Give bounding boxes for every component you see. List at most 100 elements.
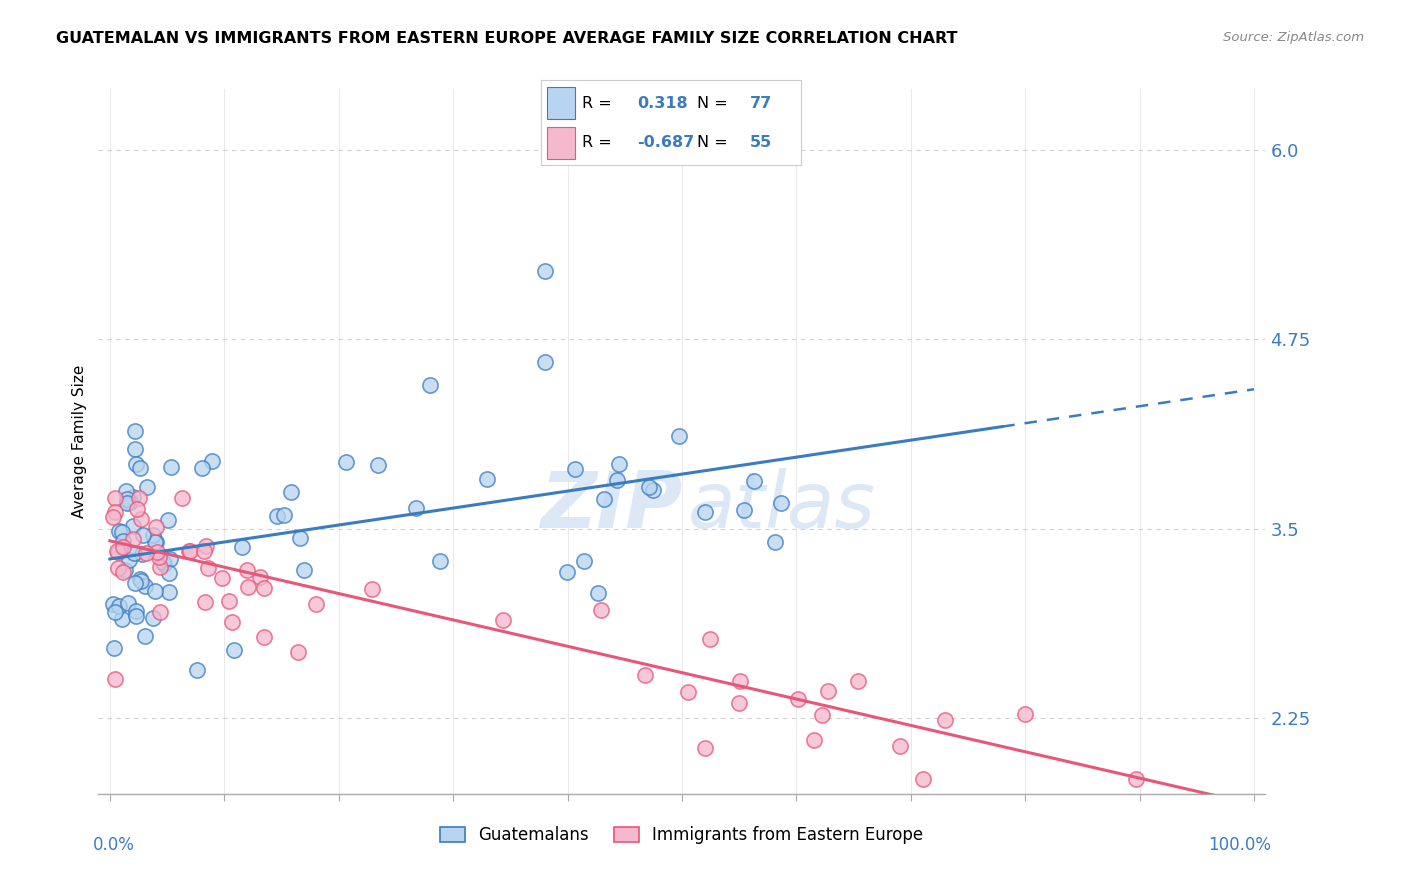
Point bbox=[124, 546, 146, 560]
Point bbox=[115, 491, 138, 506]
Point bbox=[157, 513, 180, 527]
Legend: Guatemalans, Immigrants from Eastern Europe: Guatemalans, Immigrants from Eastern Eur… bbox=[432, 818, 932, 853]
Point bbox=[104, 491, 127, 506]
Point bbox=[131, 547, 153, 561]
Point bbox=[149, 606, 172, 620]
Point bbox=[304, 597, 326, 611]
Point bbox=[159, 552, 181, 566]
Point bbox=[280, 485, 302, 500]
Point bbox=[111, 541, 134, 555]
Point bbox=[803, 732, 825, 747]
Point bbox=[634, 667, 657, 681]
Text: 100.0%: 100.0% bbox=[1208, 836, 1271, 855]
Point bbox=[103, 597, 125, 611]
Point bbox=[475, 472, 498, 486]
Point bbox=[149, 560, 172, 574]
Point bbox=[733, 503, 755, 517]
Text: N =: N = bbox=[697, 136, 728, 151]
Point bbox=[122, 519, 145, 533]
Point bbox=[266, 509, 288, 524]
Point bbox=[146, 545, 169, 559]
Point bbox=[135, 546, 157, 560]
Point bbox=[111, 612, 134, 626]
Point bbox=[253, 630, 276, 644]
Point bbox=[787, 692, 810, 706]
Point bbox=[1014, 706, 1036, 721]
Point bbox=[129, 461, 152, 475]
Point bbox=[125, 457, 148, 471]
Point bbox=[288, 532, 311, 546]
Point bbox=[114, 483, 136, 498]
Point bbox=[607, 457, 630, 471]
Point bbox=[112, 566, 135, 580]
Point bbox=[124, 608, 146, 623]
Text: ZIP: ZIP bbox=[540, 468, 682, 544]
Point bbox=[252, 581, 274, 595]
Point bbox=[145, 535, 167, 549]
Point bbox=[218, 593, 240, 607]
Point bbox=[195, 540, 218, 554]
Y-axis label: Average Family Size: Average Family Size bbox=[72, 365, 87, 518]
Point bbox=[742, 475, 765, 489]
Point bbox=[728, 673, 751, 688]
Point bbox=[124, 576, 146, 591]
Point bbox=[564, 461, 586, 475]
Point bbox=[367, 458, 389, 472]
Point bbox=[419, 377, 441, 392]
Point bbox=[606, 473, 628, 487]
Point bbox=[103, 672, 125, 686]
Point bbox=[145, 534, 167, 549]
Point bbox=[335, 455, 357, 469]
Point bbox=[157, 585, 180, 599]
Point bbox=[108, 599, 131, 613]
Point bbox=[292, 563, 315, 577]
Text: 0.318: 0.318 bbox=[637, 95, 688, 111]
Point bbox=[107, 545, 129, 559]
Point bbox=[236, 580, 259, 594]
Point bbox=[117, 596, 139, 610]
Point bbox=[105, 544, 128, 558]
Point bbox=[770, 496, 793, 510]
Point bbox=[249, 570, 271, 584]
Point bbox=[134, 579, 156, 593]
Point bbox=[112, 533, 135, 548]
Point bbox=[172, 491, 194, 506]
Point bbox=[107, 524, 129, 539]
Point bbox=[641, 483, 664, 497]
Point bbox=[817, 683, 839, 698]
Point bbox=[492, 613, 515, 627]
Point bbox=[201, 454, 224, 468]
Point bbox=[429, 554, 451, 568]
Point bbox=[287, 645, 309, 659]
Point bbox=[125, 604, 148, 618]
Point bbox=[153, 558, 176, 572]
Point bbox=[157, 566, 180, 580]
Text: 0.0%: 0.0% bbox=[93, 836, 135, 855]
Point bbox=[129, 574, 152, 588]
Point bbox=[127, 502, 149, 516]
Point bbox=[120, 495, 142, 509]
Point bbox=[693, 741, 716, 756]
Point bbox=[111, 524, 134, 539]
Point bbox=[193, 543, 215, 558]
Point bbox=[122, 532, 145, 546]
Point bbox=[889, 739, 911, 754]
Point bbox=[728, 696, 751, 710]
Point bbox=[360, 582, 382, 596]
FancyBboxPatch shape bbox=[547, 127, 575, 159]
Point bbox=[121, 491, 143, 505]
Point bbox=[533, 264, 555, 278]
Point bbox=[179, 543, 201, 558]
Point bbox=[405, 500, 427, 515]
Point bbox=[676, 685, 699, 699]
Text: GUATEMALAN VS IMMIGRANTS FROM EASTERN EUROPE AVERAGE FAMILY SIZE CORRELATION CHA: GUATEMALAN VS IMMIGRANTS FROM EASTERN EU… bbox=[56, 31, 957, 46]
Point bbox=[589, 603, 612, 617]
Point bbox=[211, 571, 233, 585]
Point bbox=[107, 561, 129, 575]
Point bbox=[574, 553, 596, 567]
Point bbox=[160, 459, 183, 474]
FancyBboxPatch shape bbox=[547, 87, 575, 120]
Text: Source: ZipAtlas.com: Source: ZipAtlas.com bbox=[1223, 31, 1364, 45]
Point bbox=[118, 553, 141, 567]
Point bbox=[810, 708, 832, 723]
